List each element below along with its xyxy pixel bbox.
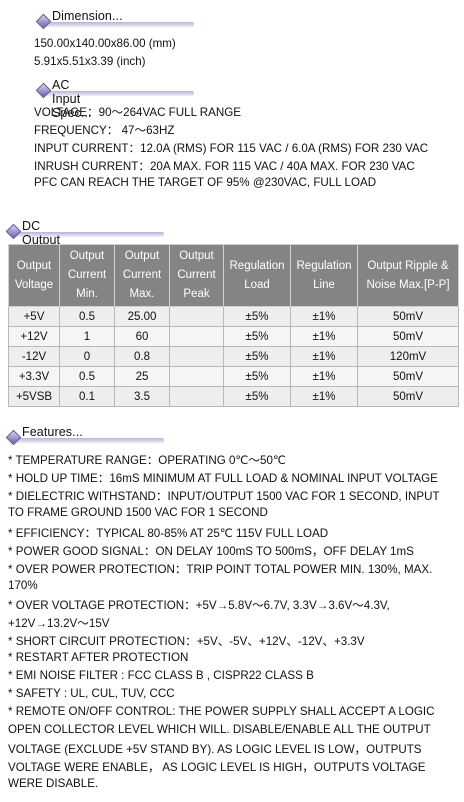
table-cell: 25.00 — [114, 306, 170, 327]
ac-input-title: AC Input Spec... — [52, 78, 92, 120]
feature-line: WERE DISABLE. — [8, 777, 99, 790]
table-cell: 50mV — [357, 326, 459, 347]
feature-line: TO FRAME GROUND 1500 VAC FOR 1 SECOND — [8, 506, 268, 519]
table-cell: ±5% — [223, 366, 291, 387]
ac-frequency: FREQUENCY： 47～63HZ — [34, 124, 175, 137]
dc-output-table: Output Voltage Output Current Min. Output Cu… — [8, 244, 459, 407]
table-cell: 60 — [114, 326, 170, 347]
table-cell: 0 — [59, 346, 115, 367]
feature-line: * OVER VOLTAGE PROTECTION：+5V→5.8V～6.7V,… — [8, 599, 390, 612]
feature-line: OPEN COLLECTOR LEVEL WHICH WILL. DISABLE… — [8, 723, 431, 736]
features-title: Features... — [22, 425, 83, 439]
table-row: -12V 0 0.8 ±5% ±1% 120mV — [8, 346, 459, 367]
table-cell — [169, 346, 224, 367]
ac-voltage: VOLTAGE：90～264VAC FULL RANGE — [34, 106, 242, 119]
ac-inrush-current: INRUSH CURRENT：20A MAX. FOR 115 VAC / 40… — [34, 160, 415, 173]
table-cell: +5V — [8, 306, 60, 327]
feature-line: +12V→13.2V～15V — [8, 617, 110, 630]
table-cell: ±1% — [290, 366, 358, 387]
heading-underline — [14, 438, 164, 443]
dimension-inch: 5.91x5.51x3.39 (inch) — [34, 55, 146, 68]
table-cell: 0.5 — [59, 306, 115, 327]
header-current-peak: Output Current Peak — [169, 244, 224, 307]
ac-pfc: PFC CAN REACH THE TARGET OF 95% @230VAC,… — [34, 176, 377, 189]
dimension-mm: 150.00x140.00x86.00 (mm) — [34, 37, 176, 50]
feature-line: * RESTART AFTER PROTECTION — [8, 651, 189, 664]
table-cell: ±1% — [290, 346, 358, 367]
table-cell: 1 — [59, 326, 115, 347]
heading-underline — [44, 22, 194, 27]
table-cell: 120mV — [357, 346, 459, 367]
dimension-title: Dimension... — [52, 9, 123, 23]
table-row: +5VSB 0.1 3.5 ±5% ±1% 50mV — [8, 386, 459, 407]
header-regulation-load: Regulation Load — [223, 244, 291, 307]
table-cell — [169, 306, 224, 327]
table-cell: ±5% — [223, 306, 291, 327]
feature-line: * EFFICIENCY：TYPICAL 80-85% AT 25℃ 115V … — [8, 527, 329, 540]
feature-line: * EMI NOISE FILTER : FCC CLASS B , CISPR… — [8, 669, 314, 682]
table-cell: +12V — [8, 326, 60, 347]
feature-line: * OVER POWER PROTECTION：TRIP POINT TOTAL… — [8, 563, 433, 576]
table-cell — [169, 326, 224, 347]
table-cell: +5VSB — [8, 386, 60, 407]
table-header-row: Output Voltage Output Current Min. Output Cu… — [8, 244, 459, 307]
table-cell — [169, 386, 224, 407]
heading-underline — [14, 232, 164, 237]
feature-line: * SHORT CIRCUIT PROTECTION：+5V、-5V、+12V、… — [8, 635, 365, 648]
table-cell: 0.1 — [59, 386, 115, 407]
header-ripple-noise: Output Ripple & Noise Max.[P-P] — [357, 244, 459, 307]
table-row: +3.3V 0.5 25 ±5% ±1% 50mV — [8, 366, 459, 387]
table-cell: ±1% — [290, 306, 358, 327]
feature-line: * POWER GOOD SIGNAL：ON DELAY 100mS TO 50… — [8, 545, 414, 558]
header-current-min: Output Current Min. — [59, 244, 115, 307]
table-row: +12V 1 60 ±5% ±1% 50mV — [8, 326, 459, 347]
feature-line: * REMOTE ON/OFF CONTROL: THE POWER SUPPL… — [8, 705, 435, 718]
header-output-voltage: Output Voltage — [8, 244, 60, 307]
table-cell: 50mV — [357, 366, 459, 387]
table-cell: ±1% — [290, 386, 358, 407]
header-current-max: Output Current Max. — [114, 244, 170, 307]
feature-line: * SAFETY : UL, CUL, TUV, CCC — [8, 687, 175, 700]
ac-input-current: INPUT CURRENT：12.0A (RMS) FOR 115 VAC / … — [34, 142, 429, 155]
feature-line: * DIELECTRIC WITHSTAND：INPUT/OUTPUT 1500… — [8, 490, 440, 503]
table-cell: ±5% — [223, 346, 291, 367]
table-cell: +3.3V — [8, 366, 60, 387]
table-cell: ±1% — [290, 326, 358, 347]
table-row: +5V 0.5 25.00 ±5% ±1% 50mV — [8, 306, 459, 327]
header-regulation-line: Regulation Line — [290, 244, 358, 307]
feature-line: 170% — [8, 579, 38, 592]
table-cell — [169, 366, 224, 387]
table-cell: 25 — [114, 366, 170, 387]
table-cell: 3.5 — [114, 386, 170, 407]
table-cell: 0.8 — [114, 346, 170, 367]
feature-line: VOLTAGE (EXCLUDE +5V STAND BY). AS LOGIC… — [8, 743, 422, 756]
heading-underline — [44, 91, 194, 96]
feature-line: VOLTAGE WERE ENABLE， AS LOGIC LEVEL IS H… — [8, 761, 426, 774]
table-cell: 0.5 — [59, 366, 115, 387]
table-cell: 50mV — [357, 306, 459, 327]
table-cell: 50mV — [357, 386, 459, 407]
feature-line: * TEMPERATURE RANGE：OPERATING 0℃～50℃ — [8, 454, 286, 467]
table-cell: -12V — [8, 346, 60, 367]
table-cell: ±5% — [223, 326, 291, 347]
table-cell: ±5% — [223, 386, 291, 407]
feature-line: * HOLD UP TIME：16mS MINIMUM AT FULL LOAD… — [8, 472, 438, 485]
